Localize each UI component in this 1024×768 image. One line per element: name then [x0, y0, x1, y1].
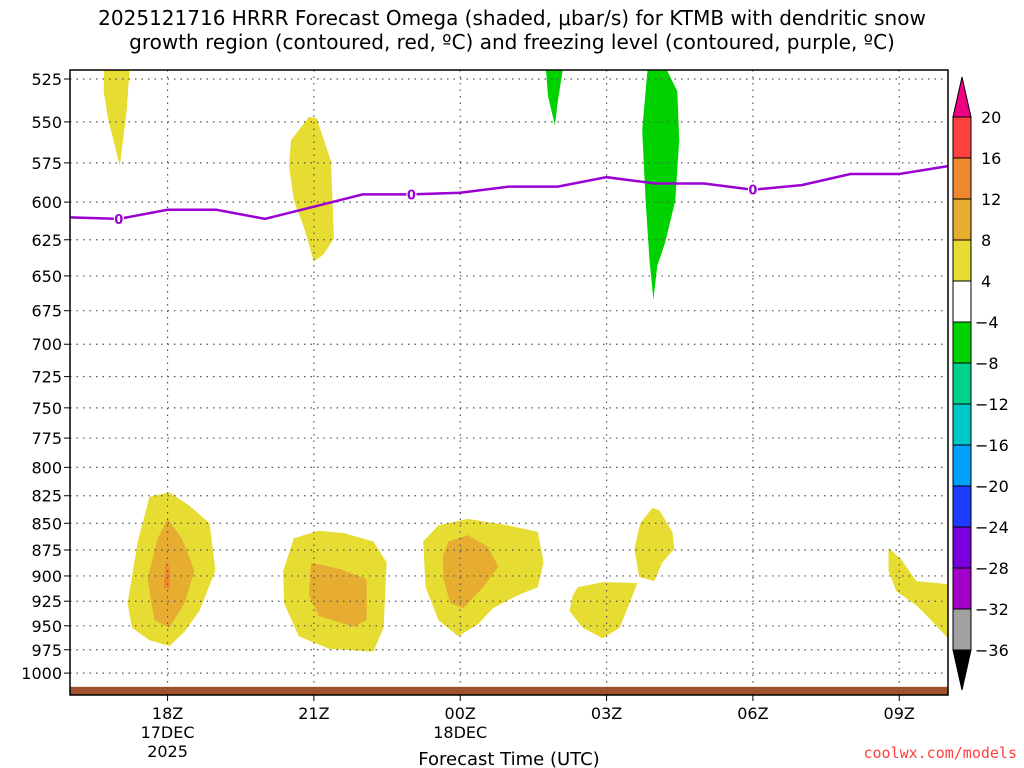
y-tick-label: 900 [31, 567, 62, 586]
omega-region [103, 70, 130, 167]
colorbar-box [952, 239, 972, 282]
colorbar-label: −8 [975, 354, 999, 373]
colorbar-label: 16 [981, 149, 1001, 168]
omega-region [546, 70, 563, 126]
y-tick-label: 850 [31, 514, 62, 533]
x-tick-label: 21Z [298, 704, 329, 723]
colorbar-box [952, 485, 972, 528]
omega-region [569, 582, 638, 639]
y-tick-label: 675 [31, 302, 62, 321]
x-tick-label: 18DEC [433, 723, 487, 742]
y-tick-label: 775 [31, 429, 62, 448]
y-tick-label: 700 [31, 335, 62, 354]
x-tick-label: 06Z [737, 704, 768, 723]
omega-region [642, 70, 680, 300]
omega-region [289, 116, 334, 262]
colorbar-box [952, 444, 972, 487]
colorbar-label: −28 [975, 559, 1009, 578]
terrain [70, 686, 948, 695]
colorbar-label: −16 [975, 436, 1009, 455]
omega-region [163, 560, 170, 589]
colorbar-label: 4 [981, 272, 991, 291]
colorbar-box [952, 608, 972, 651]
x-tick-label: 09Z [884, 704, 915, 723]
y-tick-label: 925 [31, 592, 62, 611]
y-tick-label: 875 [31, 541, 62, 560]
chart-title: 2025121716 HRRR Forecast Omega (shaded, … [0, 6, 1024, 54]
y-tick-label: 650 [31, 267, 62, 286]
freezing-level-label: 0 [114, 213, 123, 228]
colorbar-label: −20 [975, 477, 1009, 496]
plot-frame [69, 69, 949, 696]
y-tick-label: 1000 [21, 664, 62, 683]
omega-region [147, 518, 195, 628]
x-tick-label: 00Z [445, 704, 476, 723]
colorbar-box [952, 362, 972, 405]
x-tick-label: 18Z [152, 704, 183, 723]
freezing-level-label: 0 [748, 184, 757, 199]
y-tick-label: 575 [31, 154, 62, 173]
omega-region [634, 507, 675, 582]
colorbar-box [952, 567, 972, 610]
colorbar-label: −36 [975, 641, 1009, 660]
freezing-level: 0 0 0 [69, 164, 949, 228]
credit-text: coolwx.com/models [863, 744, 1017, 762]
title-line-2: growth region (contoured, red, ºC) and f… [129, 30, 895, 54]
colorbar-box [952, 280, 972, 323]
omega-region [888, 547, 948, 639]
y-tick-label: 800 [31, 458, 62, 477]
terrain-fill [70, 686, 948, 695]
colorbar-label: −12 [975, 395, 1009, 414]
y-tick-label: 750 [31, 399, 62, 418]
colorbar-box [952, 526, 972, 569]
y-tick-label: 725 [31, 368, 62, 387]
y-tick-label: 525 [31, 70, 62, 89]
colorbar-label: 20 [981, 108, 1001, 127]
y-tick-label: 625 [31, 231, 62, 250]
contour-label-bg [113, 211, 124, 226]
colorbar-label: −24 [975, 518, 1009, 537]
freezing-level-label: 0 [407, 188, 416, 203]
y-tick-label: 550 [31, 113, 62, 132]
y-tick-label: 950 [31, 617, 62, 636]
colorbar-box [952, 321, 972, 364]
contour-label-bg [747, 182, 758, 197]
y-tick-label: 600 [31, 193, 62, 212]
x-axis-label: Forecast Time (UTC) [418, 749, 599, 768]
contour-label-bg [406, 187, 417, 202]
colorbar-under-arrow [952, 649, 972, 691]
colorbar-label: −32 [975, 600, 1009, 619]
colorbar-label: 12 [981, 190, 1001, 209]
omega-region [309, 562, 367, 627]
y-axis: 525 550 575 600 625 650 675 700 725 750 775 800 825 8… [21, 70, 70, 683]
colorbar-box [952, 198, 972, 241]
colorbar-label: 8 [981, 231, 991, 250]
title-line-1: 2025121716 HRRR Forecast Omega (shaded, … [98, 6, 926, 30]
freezing-level-line [69, 164, 949, 221]
x-tick-label: 03Z [591, 704, 622, 723]
x-tick-label: 2025 [147, 742, 188, 761]
y-tick-label: 825 [31, 487, 62, 506]
omega-region [443, 535, 499, 609]
omega-shading [103, 70, 948, 652]
colorbar: 20 16 12 8 4 −4 −8 −12 −16 −20 −24 −28 −32 −36 [952, 76, 1009, 691]
y-tick-label: 975 [31, 641, 62, 660]
x-tick-label: 17DEC [141, 723, 195, 742]
colorbar-over-arrow [952, 76, 972, 118]
colorbar-label: −4 [975, 313, 999, 332]
colorbar-box [952, 157, 972, 200]
colorbar-box [952, 116, 972, 159]
colorbar-box [952, 403, 972, 446]
